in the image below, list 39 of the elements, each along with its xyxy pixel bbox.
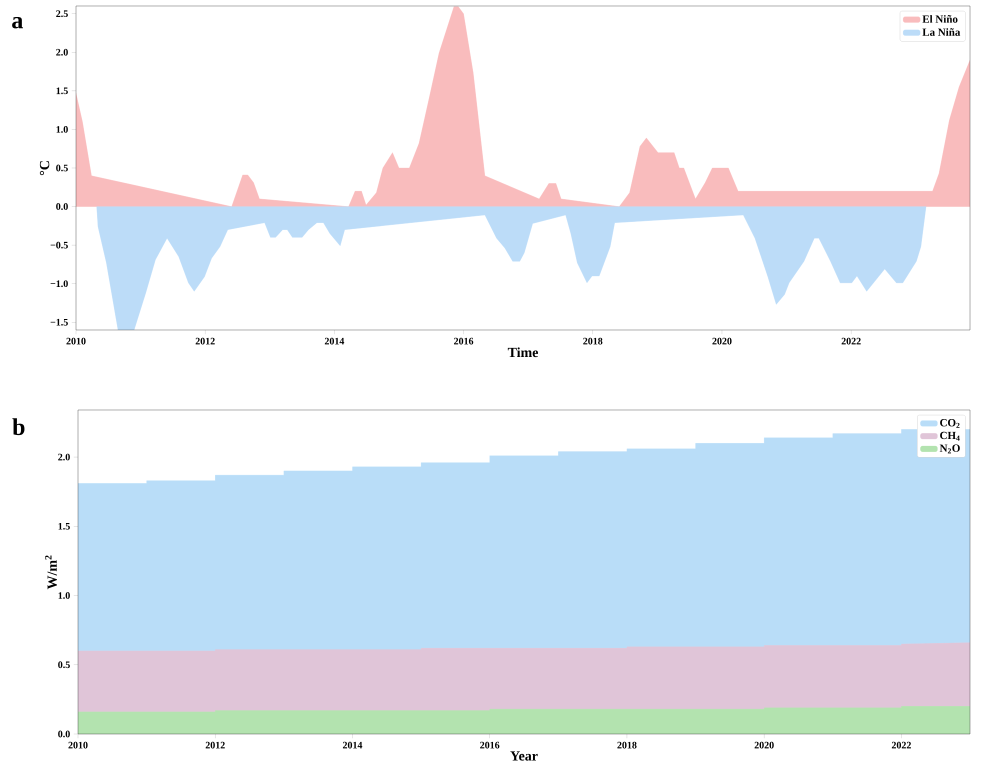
x-tick-label: 2014 — [342, 742, 362, 748]
x-tick-label: 2022 — [892, 742, 911, 748]
y-tick-label: 0.0 — [56, 203, 68, 210]
legend-label: La Niña — [922, 28, 960, 36]
y-tick-label: 1.0 — [56, 126, 68, 133]
y-tick-label: 0.5 — [56, 164, 68, 172]
x-tick-label: 2012 — [196, 338, 215, 344]
x-tick-label: 2012 — [206, 742, 225, 748]
x-axis-title: Time — [508, 347, 538, 358]
legend-label: CH$_{4}$ — [940, 432, 960, 441]
x-tick-label: 2010 — [66, 338, 86, 344]
y-tick-label: −1.0 — [50, 280, 68, 288]
y-axis-title: W/m$^{2}$ — [45, 555, 57, 590]
x-tick-label: 2016 — [480, 742, 500, 748]
legend-label: CO$_{2}$ — [940, 419, 960, 428]
y-axis-title: °C — [40, 161, 50, 176]
x-tick-label: 2020 — [754, 742, 774, 748]
y-tick-label: 2.0 — [58, 454, 70, 460]
x-tick-label: 2018 — [617, 742, 637, 748]
x-axis-title: Year — [510, 751, 538, 761]
y-tick-label: 0.5 — [58, 661, 70, 668]
y-tick-label: 1.5 — [56, 87, 68, 94]
y-tick-label: −1.5 — [50, 318, 68, 326]
chart-title: b — [12, 418, 24, 436]
legend-label: N$_{2}$O — [940, 444, 960, 454]
y-tick-label: −0.5 — [50, 242, 68, 249]
x-tick-label: 2022 — [842, 338, 861, 344]
y-tick-label: 1.0 — [58, 592, 70, 599]
legend-label: El Niño — [922, 15, 958, 23]
y-tick-label: 0.0 — [58, 730, 70, 738]
y-tick-label: 2.0 — [56, 48, 68, 56]
x-tick-label: 2018 — [583, 338, 602, 344]
x-tick-label: 2010 — [68, 742, 88, 748]
chart-title: a — [12, 16, 23, 28]
x-tick-label: 2020 — [712, 338, 732, 344]
x-tick-label: 2014 — [324, 338, 344, 344]
x-tick-label: 2016 — [454, 338, 474, 344]
y-tick-label: 2.5 — [56, 10, 68, 18]
y-tick-label: 1.5 — [58, 522, 70, 530]
